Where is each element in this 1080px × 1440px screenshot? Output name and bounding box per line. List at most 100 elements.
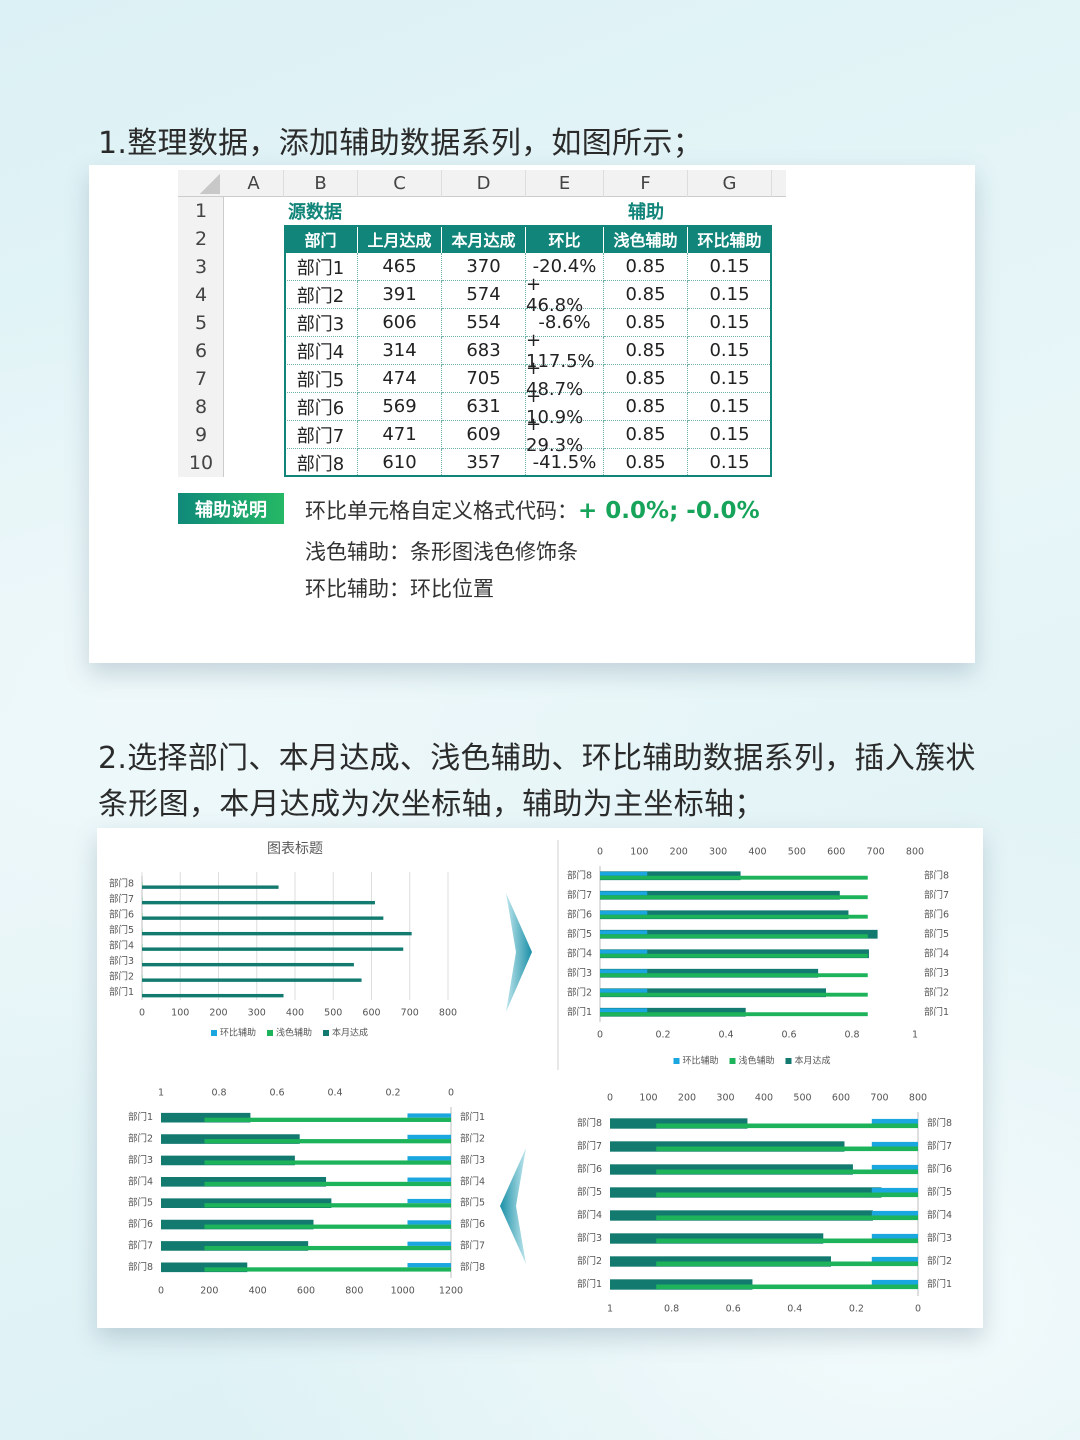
tick-label: 800: [345, 1286, 363, 1297]
tick-label: 0: [158, 1286, 164, 1297]
bar: [656, 1146, 918, 1152]
tick-label: 700: [870, 1093, 888, 1104]
table-cell: -8.6%: [526, 309, 604, 337]
bar: [142, 916, 384, 920]
category-label: 部门5: [128, 1197, 153, 1209]
bar: [871, 1187, 918, 1193]
table-cell: 部门4: [284, 337, 358, 365]
note-line: 浅色辅助：条形图浅色修饰条: [305, 540, 578, 564]
bar: [142, 900, 375, 905]
table-cell: 0.85: [604, 337, 688, 365]
bar: [204, 1203, 451, 1208]
bar: [656, 1123, 918, 1129]
table-cell: 部门6: [284, 393, 358, 421]
legend-swatch: [323, 1030, 329, 1036]
tick-label: 0.2: [849, 1304, 864, 1315]
table-cell: 部门5: [284, 365, 358, 393]
bar: [600, 875, 868, 880]
tick-label: 0: [915, 1304, 921, 1315]
bar: [600, 930, 648, 935]
tick-label: 0.8: [664, 1304, 679, 1315]
bar: [407, 1177, 451, 1182]
bar: [161, 1262, 248, 1273]
table-cell: 474: [358, 365, 442, 393]
bar: [600, 953, 868, 958]
table-header: 环比辅助: [688, 225, 772, 253]
bar: [600, 949, 648, 954]
category-label: 部门6: [128, 1218, 153, 1230]
note-line: 环比辅助：环比位置: [305, 577, 494, 601]
table-cell: 部门3: [284, 309, 358, 337]
bar: [600, 871, 648, 876]
category-label: 部门2: [924, 986, 949, 998]
tick-label: 0.4: [718, 1030, 733, 1041]
tick-label: 0: [448, 1088, 454, 1099]
table-cell: 705: [442, 365, 526, 393]
bar: [871, 1279, 918, 1285]
bar: [656, 1215, 918, 1221]
tick-label: 200: [670, 847, 688, 858]
tick-label: 600: [297, 1286, 315, 1297]
tick-label: 300: [709, 847, 727, 858]
bar: [656, 1192, 918, 1198]
column-header: A: [224, 170, 284, 197]
row-number: 9: [194, 424, 208, 446]
category-label: 部门4: [927, 1209, 952, 1221]
category-label: 部门3: [577, 1232, 602, 1244]
category-label: 部门6: [109, 908, 134, 920]
category-label: 部门6: [577, 1163, 602, 1175]
tick-label: 400: [748, 847, 766, 858]
bar: [407, 1198, 451, 1204]
table-cell: 部门2: [284, 281, 358, 309]
table-header: 上月达成: [358, 225, 442, 253]
bar: [600, 914, 868, 919]
column-header: D: [442, 170, 526, 197]
table-cell: 0.85: [604, 421, 688, 449]
category-label: 部门4: [924, 947, 949, 959]
bar: [656, 1238, 918, 1244]
legend-label: 环比辅助: [683, 1055, 719, 1067]
row-number: 10: [188, 452, 214, 474]
category-label: 部门5: [927, 1186, 952, 1198]
group-label: 源数据: [288, 202, 342, 223]
tick-label: 400: [286, 1008, 304, 1019]
bar: [142, 931, 412, 936]
table-cell: 574: [442, 281, 526, 309]
bar: [600, 895, 868, 900]
group-label: 辅助: [628, 202, 664, 223]
category-label: 部门7: [109, 893, 134, 905]
tick-label: 0: [139, 1008, 145, 1019]
bar: [407, 1220, 451, 1225]
category-label: 部门2: [567, 986, 592, 998]
category-label: 部门3: [128, 1154, 153, 1166]
bar: [871, 1141, 918, 1147]
table-cell: 0.85: [604, 393, 688, 421]
tick-label: 1: [912, 1030, 918, 1041]
legend-swatch: [267, 1030, 273, 1036]
note-badge: 辅助说明: [178, 493, 284, 524]
category-label: 部门1: [577, 1278, 602, 1290]
category-label: 部门2: [927, 1255, 952, 1267]
table-cell: 631: [442, 393, 526, 421]
table-border: [284, 225, 772, 477]
bar: [871, 1233, 918, 1239]
bar: [600, 1012, 868, 1017]
tick-label: 800: [909, 1093, 927, 1104]
chart-title: 图表标题: [267, 841, 323, 857]
bar: [600, 988, 648, 993]
bar: [871, 1164, 918, 1170]
legend-label: 环比辅助: [220, 1027, 256, 1039]
bar: [142, 947, 404, 951]
bar: [142, 885, 279, 889]
arrow-left: [500, 1148, 526, 1264]
category-label: 部门7: [577, 1140, 602, 1152]
table-cell: 0.85: [604, 253, 688, 281]
category-label: 部门3: [460, 1154, 485, 1166]
note-line: 环比单元格自定义格式代码：+ 0.0%; -0.0%: [305, 495, 760, 525]
category-label: 部门6: [460, 1218, 485, 1230]
tick-label: 200: [209, 1008, 227, 1019]
table-cell: 部门1: [284, 253, 358, 281]
legend-label: 本月达成: [332, 1027, 368, 1039]
